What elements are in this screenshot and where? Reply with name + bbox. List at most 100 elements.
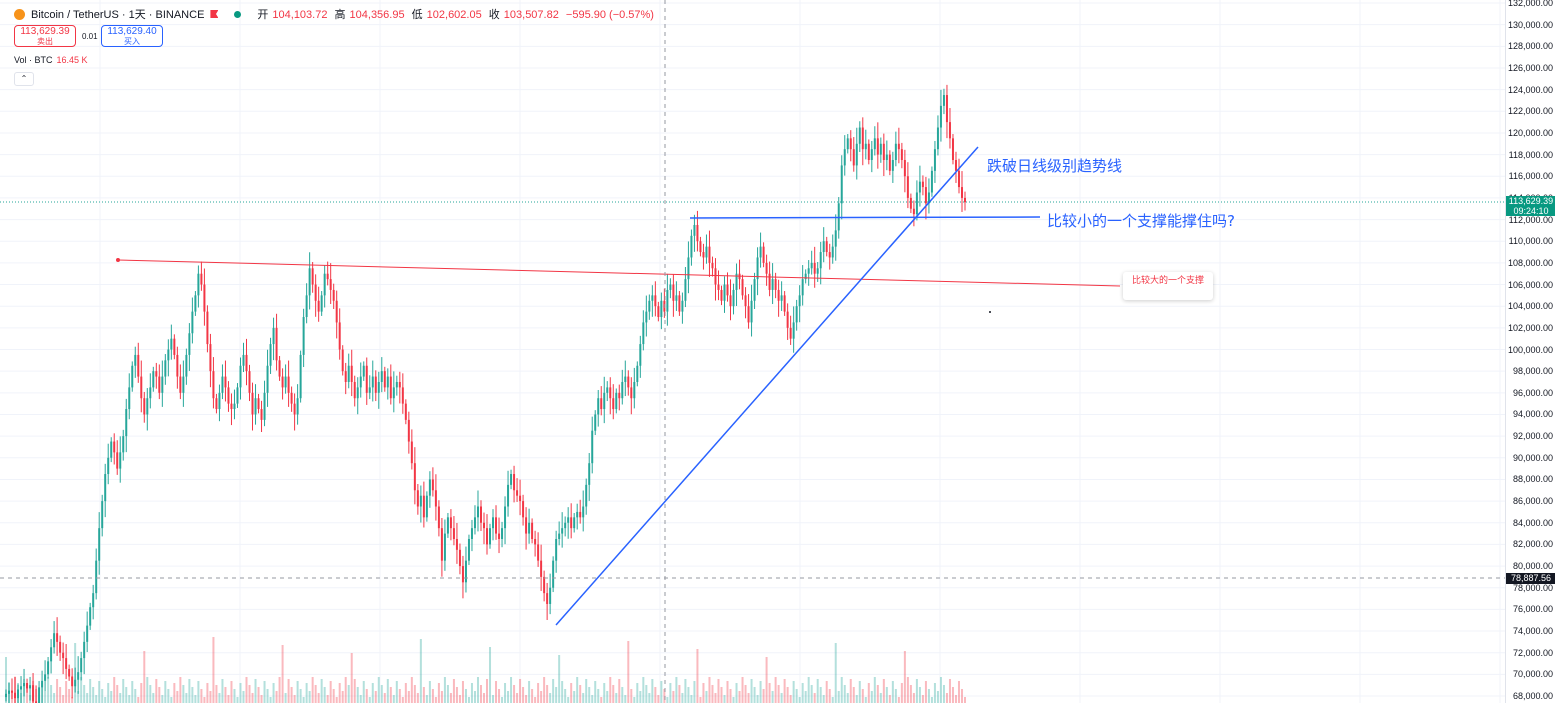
candle-body [191,311,194,334]
candle-body [380,371,383,382]
price-tick-label: 124,000.00 [1507,84,1553,95]
volume-bar [278,677,281,703]
candle-body [495,517,498,534]
volume-bar [492,695,495,703]
candle-body [783,295,786,312]
red-support-line [117,259,1121,287]
candle-body [714,268,717,285]
candle-body [422,495,425,518]
price-tick-label: 126,000.00 [1507,62,1553,73]
candle-body [627,376,630,388]
candle-body [392,387,395,399]
volume-bar [630,689,633,703]
volume-bar [570,683,573,703]
candle-body [669,284,672,290]
price-tick-label: 130,000.00 [1507,19,1553,30]
volume-bar [482,693,485,703]
volume-bar [873,677,876,703]
volume-bar [549,693,552,703]
close-value: 103,507.82 [503,9,559,21]
volume-bar [822,695,825,703]
candle-body [696,224,699,242]
volume-bar [672,691,675,703]
volume-bar [882,679,885,703]
volume-bar [239,683,242,703]
candle-body [636,365,639,382]
volume-bar [446,685,449,703]
candle-body [194,295,197,312]
candle-body [152,371,155,388]
buy-button[interactable]: 113,629.40 买入 [101,25,163,47]
candle-body [705,246,708,258]
volume-bar [137,697,140,703]
candle-body [290,392,293,404]
volume-bar [221,679,224,703]
candle-body [131,365,134,388]
candle-body [224,376,227,388]
candlestick-chart[interactable] [0,0,1505,703]
annotation-small-support[interactable]: 比较小的一个支撑能撑住吗? [1047,212,1235,230]
candle-body [852,149,855,166]
volume-bar [627,641,630,703]
volume-legend[interactable]: Vol · BTC 16.45 K [14,55,88,65]
volume-bar [846,693,849,703]
candle-body [197,273,200,296]
volume-bar [786,687,789,703]
symbol-title[interactable]: Bitcoin / TetherUS · 1天 · BINANCE [31,9,205,21]
candle-body [293,403,296,415]
candle-body [543,576,546,594]
candle-body [522,501,525,518]
candle-body [218,392,221,410]
volume-bar [125,687,128,703]
candle-body [251,392,254,415]
candle-body [555,538,558,561]
volume-bar [161,695,164,703]
candle-body [579,511,582,518]
volume-bar [263,681,266,703]
volume-bar [242,691,245,703]
chart-area[interactable]: Bitcoin / TetherUS · 1天 · BINANCE 开 104,1… [0,0,1505,703]
volume-bar [122,679,125,703]
volume-bar [543,677,546,703]
price-axis[interactable]: 132,000.00 130,000.00 128,000.00 126,000.00… [1505,0,1555,703]
volume-bar [660,681,663,703]
volume-bar [780,693,783,703]
annotation-big-support[interactable]: 比较大的一个支撑 [1123,272,1213,300]
volume-bar [573,691,576,703]
annotation-break-trend[interactable]: 跌破日线级别趋势线 [987,157,1123,175]
price-tick-label: 116,000.00 [1508,171,1553,182]
volume-bar [338,683,341,703]
volume-bar [380,685,383,703]
candle-body [209,344,212,372]
candle-body [461,566,464,583]
volume-bar [729,689,732,703]
candle-body [38,687,41,703]
candle-body [957,170,960,188]
sell-button[interactable]: 113,629.39 卖出 [14,25,76,47]
volume-bar [636,683,639,703]
candle-body [179,376,182,393]
volume-label: Vol · BTC [14,55,53,65]
flag-icon[interactable] [210,10,219,18]
volume-bar [825,681,828,703]
volume-bar [507,691,510,703]
candle-body [879,143,882,155]
candle-body [101,501,104,529]
candle-body [11,690,14,693]
volume-bar [98,681,101,703]
price-tick-label: 122,000.00 [1507,106,1553,117]
volume-bar [669,683,672,703]
candle-body [377,381,380,393]
candle-body [858,127,861,144]
volume-bar [723,695,726,703]
candle-body [350,365,353,382]
volume-bar [582,693,585,703]
candle-body [675,295,678,301]
volume-bar [305,683,308,703]
red-support-anchor [116,258,120,262]
volume-bar [257,687,260,703]
volume-bar [62,695,65,703]
volume-bar [642,677,645,703]
volume-bar [5,657,7,703]
chevron-up-icon[interactable]: ⌃ [14,72,34,86]
